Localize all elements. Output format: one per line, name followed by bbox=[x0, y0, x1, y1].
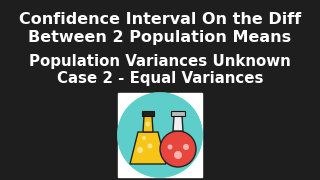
Polygon shape bbox=[173, 116, 183, 131]
FancyBboxPatch shape bbox=[118, 93, 202, 177]
Text: Case 2 - Equal Variances: Case 2 - Equal Variances bbox=[57, 71, 263, 86]
Polygon shape bbox=[142, 111, 154, 116]
Circle shape bbox=[148, 143, 153, 148]
Text: Confidence Interval On the Diff: Confidence Interval On the Diff bbox=[19, 12, 301, 27]
Circle shape bbox=[183, 144, 189, 150]
Text: Population Variances Unknown: Population Variances Unknown bbox=[29, 54, 291, 69]
Circle shape bbox=[160, 131, 196, 167]
Circle shape bbox=[118, 93, 202, 177]
Circle shape bbox=[167, 145, 172, 150]
Polygon shape bbox=[143, 116, 153, 132]
Polygon shape bbox=[130, 132, 166, 164]
Circle shape bbox=[146, 122, 150, 127]
Circle shape bbox=[137, 147, 143, 153]
Circle shape bbox=[118, 93, 202, 177]
Circle shape bbox=[142, 136, 146, 140]
Text: Between 2 Population Means: Between 2 Population Means bbox=[28, 30, 292, 45]
Polygon shape bbox=[171, 111, 185, 116]
Circle shape bbox=[174, 151, 182, 159]
